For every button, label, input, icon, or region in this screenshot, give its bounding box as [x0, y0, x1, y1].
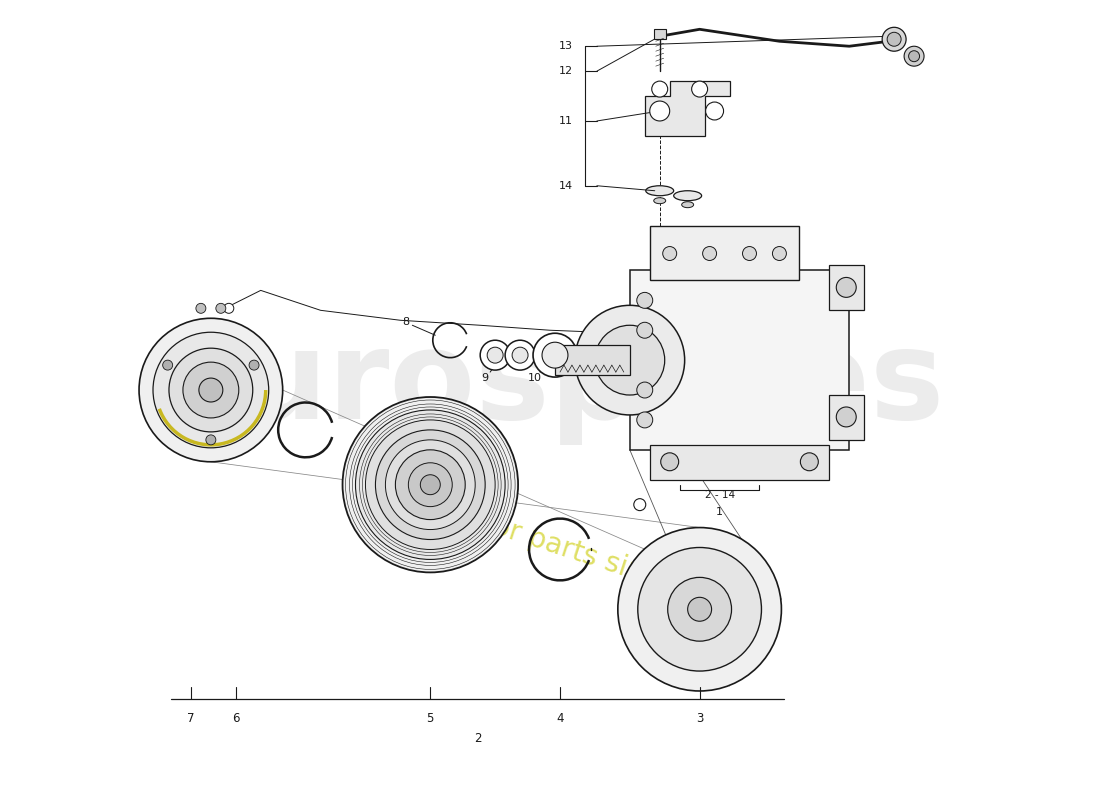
Circle shape	[206, 435, 216, 445]
Text: 4: 4	[557, 712, 563, 726]
Bar	[829, 395, 865, 440]
Text: 2 - 14: 2 - 14	[704, 490, 735, 500]
Circle shape	[688, 598, 712, 622]
Circle shape	[342, 397, 518, 572]
Circle shape	[904, 46, 924, 66]
Bar	[630, 270, 849, 450]
Circle shape	[542, 342, 568, 368]
Polygon shape	[645, 81, 729, 136]
Circle shape	[705, 102, 724, 120]
Circle shape	[223, 303, 234, 314]
Text: 9: 9	[482, 373, 488, 383]
Circle shape	[692, 81, 707, 97]
Text: 3: 3	[696, 712, 703, 726]
Circle shape	[637, 382, 652, 398]
Circle shape	[637, 412, 652, 428]
Circle shape	[249, 360, 258, 370]
Circle shape	[595, 326, 664, 395]
Circle shape	[534, 334, 576, 377]
Bar	[650, 226, 800, 281]
Circle shape	[772, 246, 786, 261]
Circle shape	[196, 303, 206, 314]
Circle shape	[375, 430, 485, 539]
Text: 11: 11	[559, 116, 573, 126]
Bar	[829, 266, 865, 310]
Circle shape	[487, 347, 503, 363]
Circle shape	[637, 292, 652, 308]
Circle shape	[662, 246, 676, 261]
Text: 1: 1	[716, 506, 723, 517]
Circle shape	[420, 474, 440, 494]
Circle shape	[882, 27, 906, 51]
Bar	[650, 445, 829, 480]
Ellipse shape	[673, 190, 702, 201]
Bar	[556, 345, 630, 375]
Circle shape	[505, 340, 535, 370]
Circle shape	[575, 306, 684, 415]
Text: a passion for parts since 1985: a passion for parts since 1985	[346, 466, 754, 622]
Ellipse shape	[682, 202, 694, 208]
Bar	[653, 30, 666, 39]
Circle shape	[742, 246, 757, 261]
Circle shape	[153, 332, 268, 448]
Circle shape	[638, 547, 761, 671]
Circle shape	[139, 318, 283, 462]
Circle shape	[183, 362, 239, 418]
Circle shape	[650, 101, 670, 121]
Circle shape	[801, 453, 818, 470]
Circle shape	[661, 453, 679, 470]
Ellipse shape	[646, 186, 673, 196]
Circle shape	[385, 440, 475, 530]
Text: 5: 5	[427, 712, 434, 726]
Circle shape	[355, 410, 505, 559]
Circle shape	[836, 407, 856, 427]
Circle shape	[169, 348, 253, 432]
Circle shape	[199, 378, 223, 402]
Text: 8: 8	[402, 318, 409, 327]
Text: 14: 14	[559, 181, 573, 190]
Circle shape	[481, 340, 510, 370]
Circle shape	[365, 420, 495, 550]
Circle shape	[909, 50, 920, 62]
Circle shape	[887, 32, 901, 46]
Circle shape	[618, 527, 781, 691]
Text: 7: 7	[187, 712, 195, 726]
Circle shape	[637, 322, 652, 338]
Text: 2: 2	[474, 732, 482, 746]
Text: eurospares: eurospares	[155, 323, 945, 445]
Text: 10: 10	[528, 373, 542, 383]
Circle shape	[651, 81, 668, 97]
Circle shape	[634, 498, 646, 510]
Circle shape	[408, 462, 452, 506]
Circle shape	[513, 347, 528, 363]
Circle shape	[216, 303, 225, 314]
Circle shape	[163, 360, 173, 370]
Ellipse shape	[653, 198, 666, 204]
Circle shape	[703, 246, 716, 261]
Text: 6: 6	[232, 712, 240, 726]
Circle shape	[395, 450, 465, 519]
Circle shape	[836, 278, 856, 298]
Text: 12: 12	[559, 66, 573, 76]
Circle shape	[668, 578, 732, 641]
Text: 13: 13	[559, 42, 573, 51]
